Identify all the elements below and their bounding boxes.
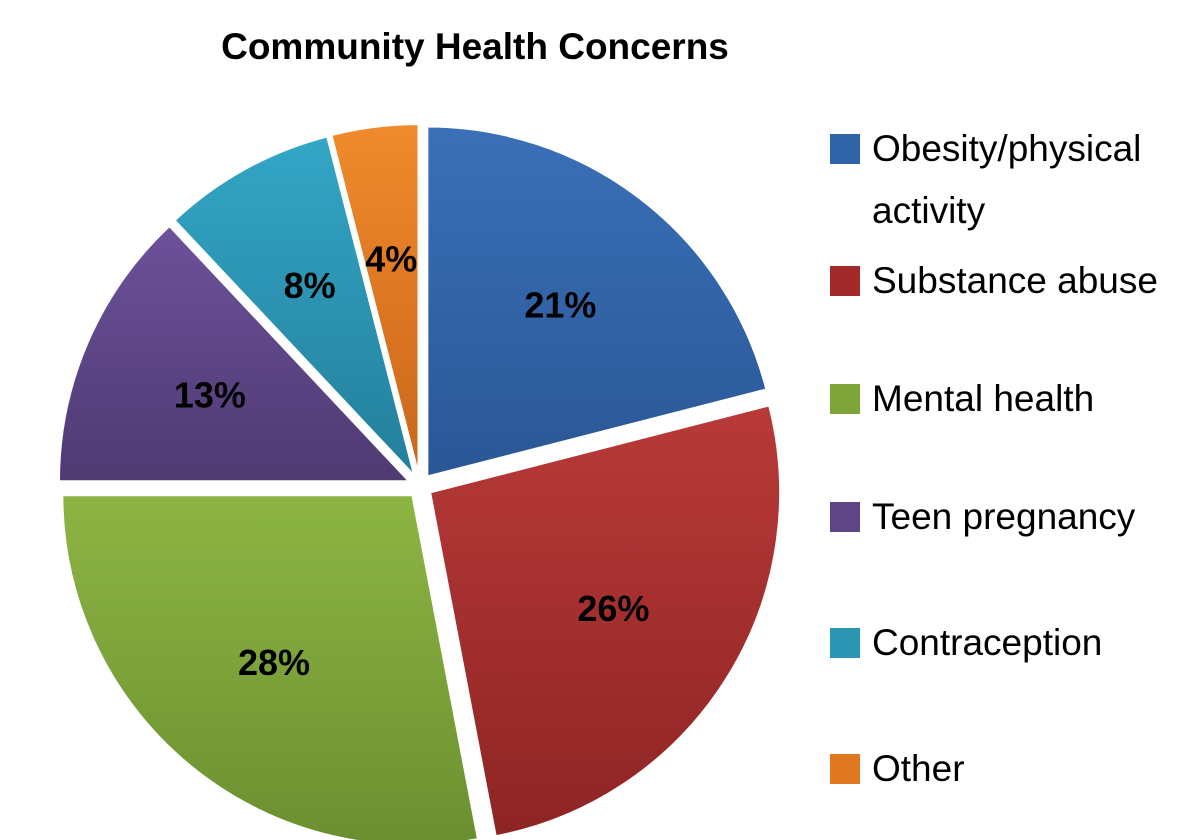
legend-swatch-contraception (830, 628, 860, 658)
slice-label-teen-pregnancy: 13% (174, 375, 246, 416)
legend-item-substance-abuse: Substance abuse (830, 250, 1192, 312)
legend-label-teen-pregnancy: Teen pregnancy (872, 496, 1136, 537)
slice-label-obesity-physical-activity: 21% (524, 285, 596, 326)
legend-swatch-other (830, 754, 860, 784)
chart-title: Community Health Concerns (221, 26, 729, 67)
legend-swatch-mental-health (830, 384, 860, 414)
slice-label-other: 4% (365, 238, 417, 279)
slice-label-mental-health: 28% (238, 642, 310, 683)
slice-label-contraception: 8% (284, 265, 336, 306)
legend-item-mental-health: Mental health (830, 368, 1192, 430)
pie-slice-substance-abuse (428, 404, 782, 838)
legend-label-other: Other (872, 748, 965, 789)
pie-slice-teen-pregnancy (57, 224, 412, 483)
pie-slice-other (330, 123, 420, 475)
legend-label-mental-health: Mental health (872, 378, 1095, 419)
legend-item-obesity-physical-activity: Obesity/physical activity (830, 118, 1192, 242)
legend-label-substance-abuse: Substance abuse (872, 260, 1158, 301)
pie-chart: 21% 26% 28% 13% 8% 4% (57, 123, 782, 840)
legend-swatch-obesity-physical-activity (830, 134, 860, 164)
pie-slice-obesity-physical-activity (426, 125, 768, 478)
pie-slice-contraception (173, 135, 416, 477)
legend-swatch-substance-abuse (830, 266, 860, 296)
pie-slice-mental-health (61, 494, 480, 840)
legend-item-contraception: Contraception (830, 612, 1192, 674)
slice-label-substance-abuse: 26% (577, 588, 649, 629)
legend-item-other: Other (830, 738, 1192, 800)
legend-label-contraception: Contraception (872, 622, 1103, 663)
legend-swatch-teen-pregnancy (830, 502, 860, 532)
legend-item-teen-pregnancy: Teen pregnancy (830, 486, 1192, 548)
legend-label-obesity-physical-activity: Obesity/physical activity (872, 128, 1142, 231)
